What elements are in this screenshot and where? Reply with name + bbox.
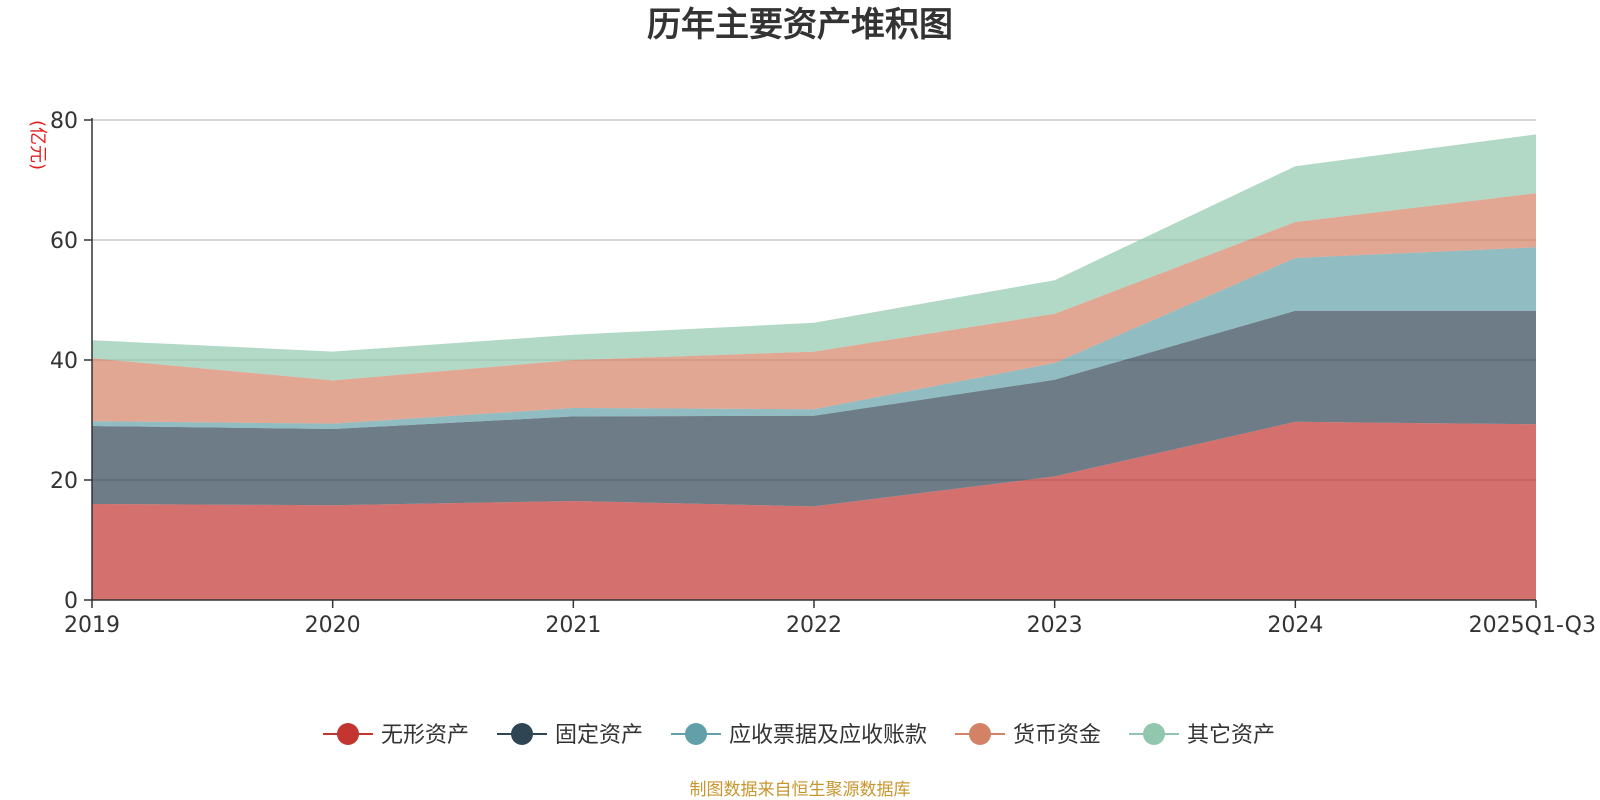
chart-title: 历年主要资产堆积图 xyxy=(647,5,953,45)
legend: 无形资产 固定资产 应收票据及应收账款 货币资金 其它资产 xyxy=(323,723,1275,748)
area-series-1 xyxy=(92,421,1536,600)
series-areas xyxy=(92,134,1536,600)
legend-marker xyxy=(511,723,533,745)
legend-item-5[interactable]: 其它资产 xyxy=(1129,723,1275,748)
area-series-4 xyxy=(92,193,1536,424)
area-series-2 xyxy=(92,310,1536,507)
legend-marker xyxy=(685,723,707,745)
x-tick-label: 2023 xyxy=(1027,613,1083,638)
legend-label: 无形资产 xyxy=(381,723,469,748)
legend-label: 货币资金 xyxy=(1013,723,1101,748)
x-tick-label: 2024 xyxy=(1267,613,1323,638)
x-tick-label: 2021 xyxy=(545,613,601,638)
x-tick-label: 2025Q1-Q3 xyxy=(1469,613,1596,638)
y-tick-label: 20 xyxy=(50,469,78,494)
legend-item-1[interactable]: 无形资产 xyxy=(323,723,469,748)
area-series-5 xyxy=(92,134,1536,381)
x-tick-label: 2019 xyxy=(64,613,120,638)
y-tick-label: 40 xyxy=(50,349,78,374)
legend-label: 应收票据及应收账款 xyxy=(729,723,927,748)
legend-marker xyxy=(1143,723,1165,745)
y-tick-label: 80 xyxy=(50,109,78,134)
legend-item-3[interactable]: 应收票据及应收账款 xyxy=(671,723,927,748)
y-tick-label: 0 xyxy=(64,589,78,614)
legend-item-2[interactable]: 固定资产 xyxy=(497,723,643,748)
x-tick-label: 2020 xyxy=(305,613,361,638)
source-note: 制图数据来自恒生聚源数据库 xyxy=(690,780,911,800)
y-axis-unit: (亿元) xyxy=(27,120,48,170)
legend-marker xyxy=(969,723,991,745)
legend-label: 其它资产 xyxy=(1187,723,1275,748)
x-tick-label: 2022 xyxy=(786,613,842,638)
area-series-3 xyxy=(92,247,1536,429)
axes: 0 20 40 60 80 2019 2020 2021 2022 2023 2024 2025Q1-… xyxy=(50,109,1596,638)
legend-label: 固定资产 xyxy=(555,723,643,748)
y-tick-label: 60 xyxy=(50,229,78,254)
legend-item-4[interactable]: 货币资金 xyxy=(955,723,1101,748)
legend-marker xyxy=(337,723,359,745)
